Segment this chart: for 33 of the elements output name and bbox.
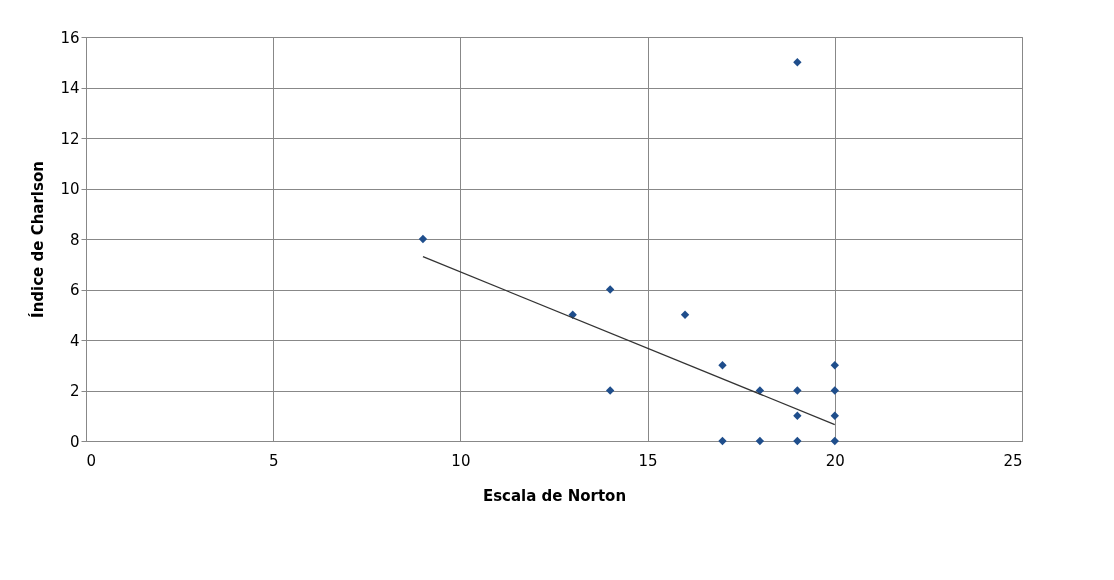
point [418, 234, 428, 244]
x-tick-label: 10 [451, 451, 471, 470]
x-axis-title: Escala de Norton [482, 486, 627, 505]
x-tick-label: 20 [825, 451, 845, 470]
y-tick-label: 0 [69, 432, 80, 451]
y-tick-label: 10 [60, 180, 80, 198]
y-tick-label: 14 [60, 79, 80, 97]
y-axis-title: Índice de Charlson [28, 161, 48, 318]
point [793, 411, 802, 420]
point [568, 310, 577, 319]
x-tick-label: 0 [86, 451, 97, 470]
x-tick-label: 5 [268, 451, 279, 470]
point [793, 58, 802, 67]
point [830, 411, 839, 420]
x-tick-label: 15 [638, 451, 658, 470]
point [830, 386, 839, 395]
y-tick-label: 4 [69, 331, 80, 350]
point [718, 361, 727, 370]
point [755, 436, 765, 446]
point [680, 310, 690, 319]
y-tick-label: 8 [69, 230, 80, 249]
point [830, 361, 839, 370]
point [605, 386, 615, 395]
point [718, 436, 727, 446]
y-tick-label: 16 [60, 28, 80, 47]
x-tick-label: 25 [1003, 451, 1023, 470]
y-tick-label: 6 [69, 281, 80, 299]
y-tick-label: 2 [69, 382, 80, 400]
point [793, 436, 802, 446]
point [830, 436, 839, 446]
y-tick-label: 12 [60, 129, 80, 148]
point [605, 285, 615, 294]
point [793, 386, 802, 395]
